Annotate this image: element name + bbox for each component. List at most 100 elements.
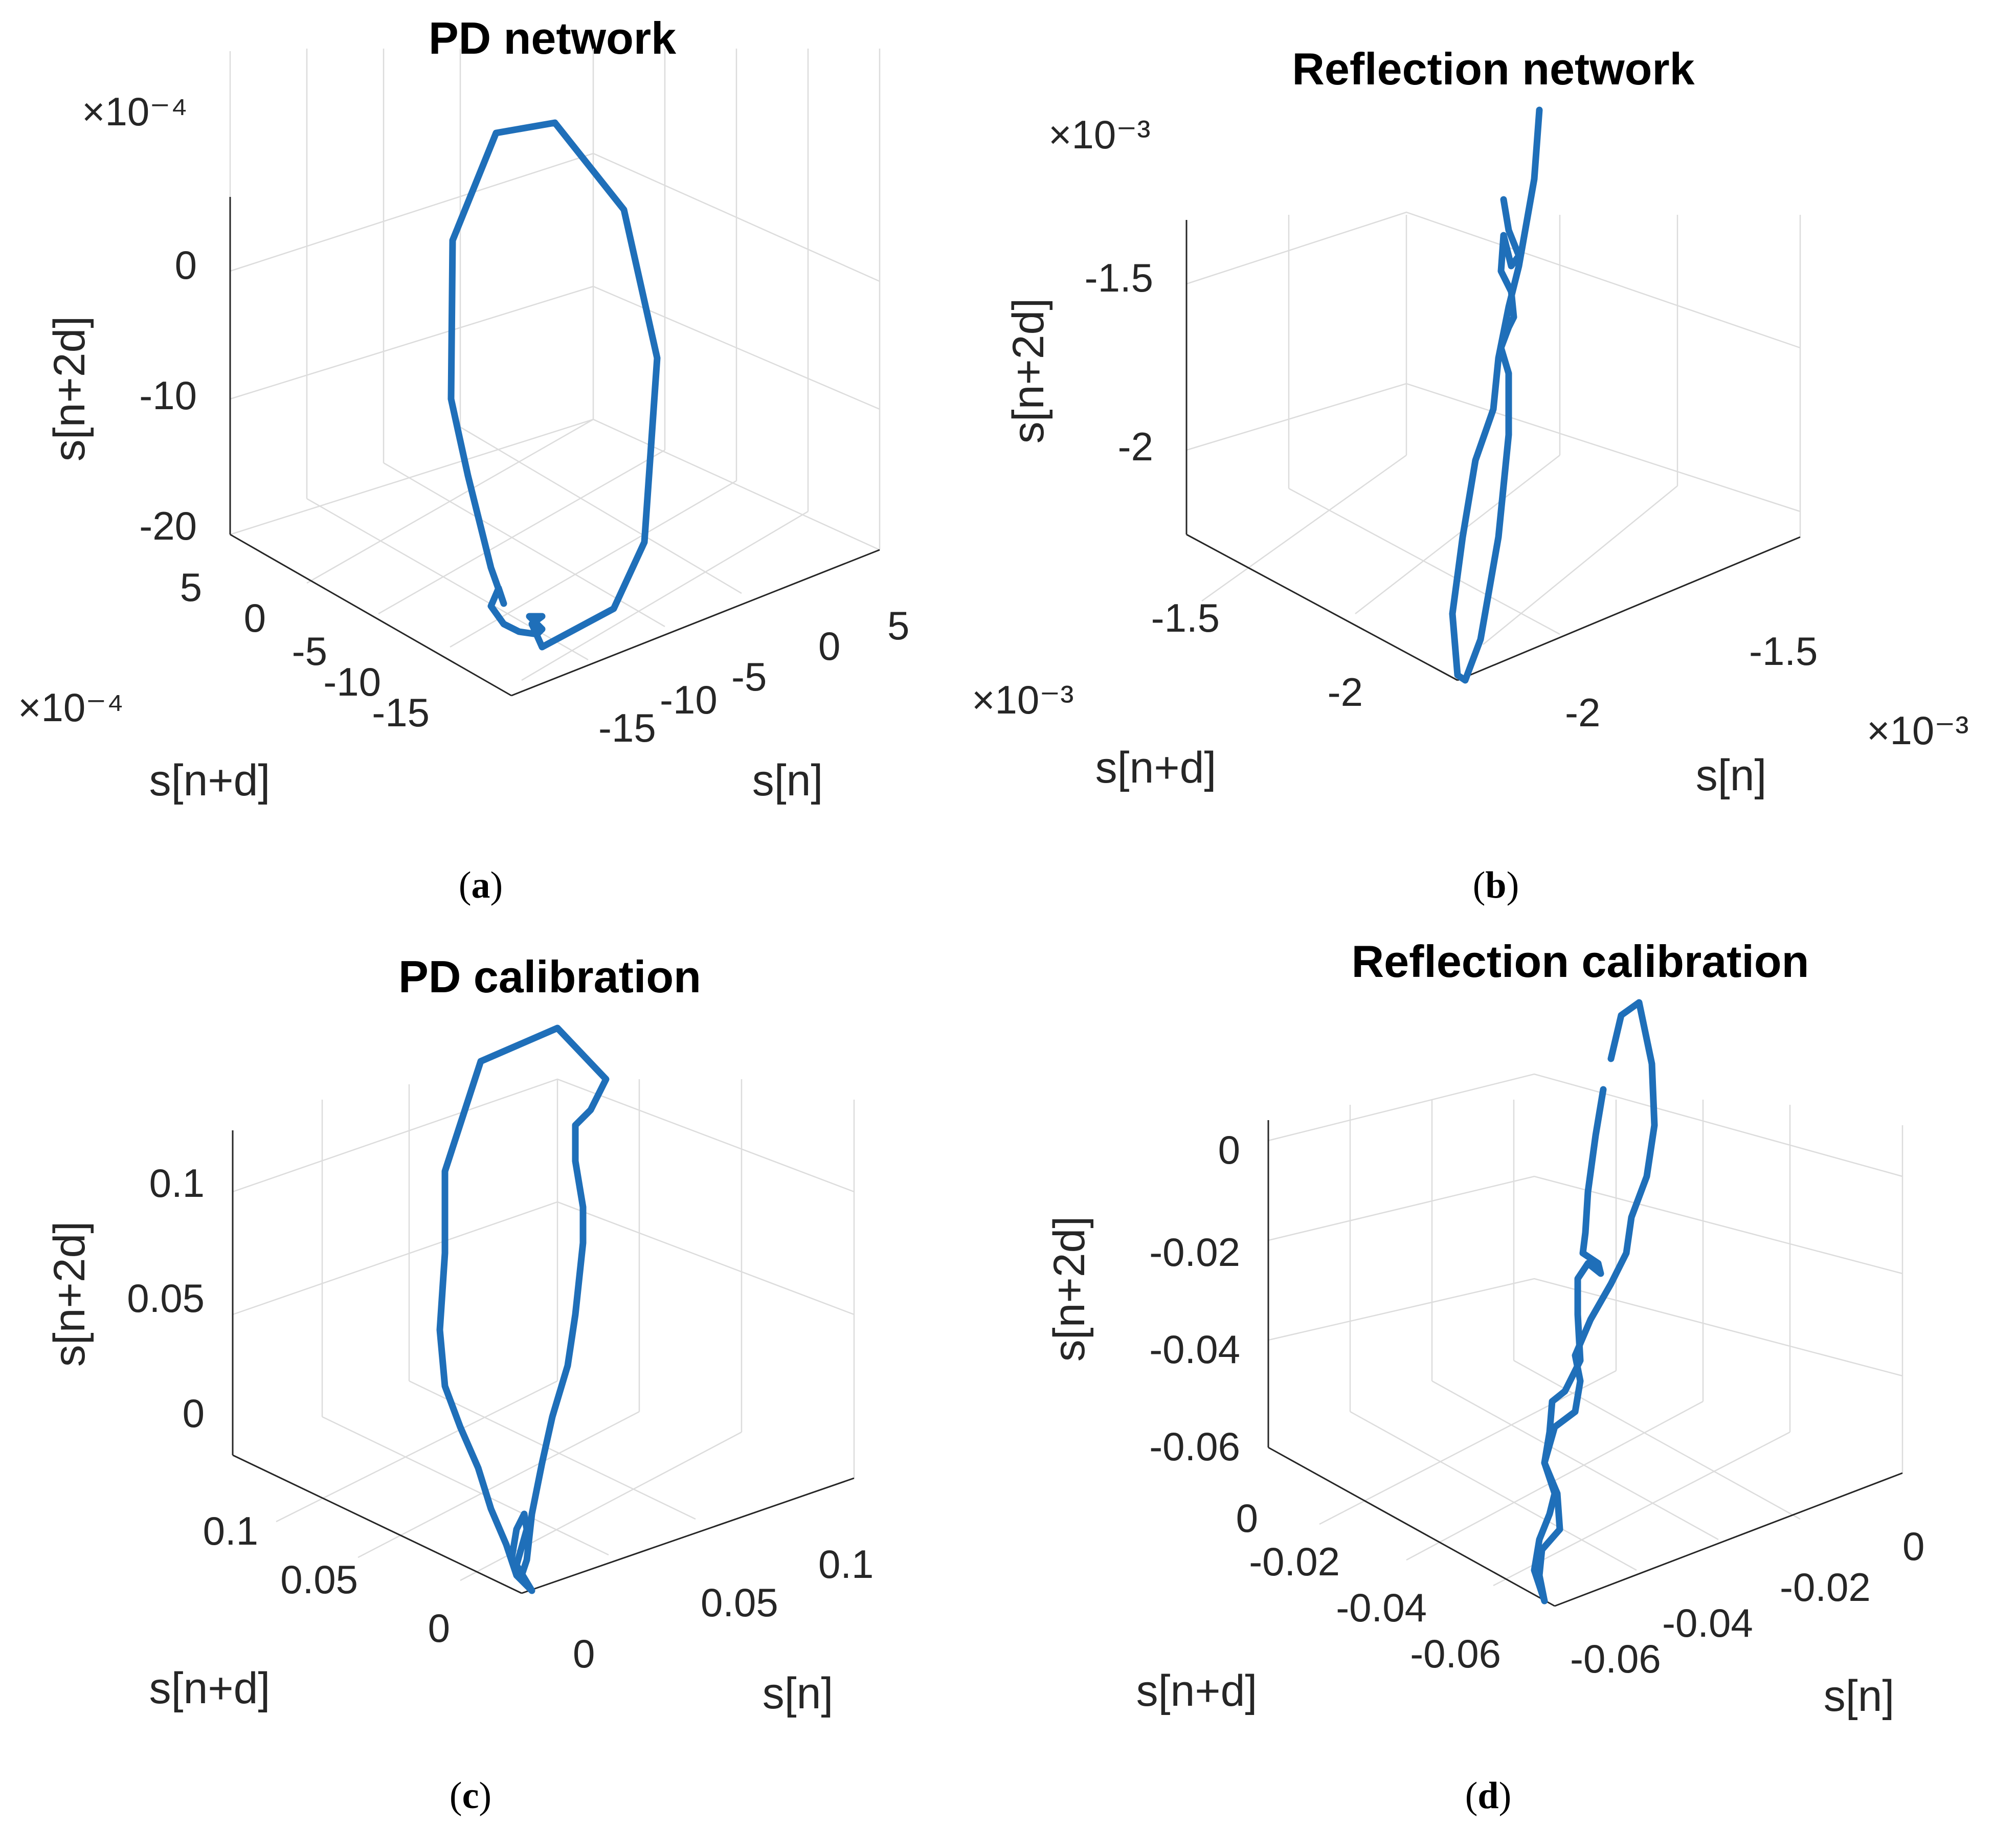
y-axis-line (230, 533, 512, 697)
caption-c: (c) (450, 1775, 491, 1817)
panel-c-pd-calibration: PD calibration 0.1 0.05 0 0.1 0.05 0 0 0… (45, 951, 873, 1817)
z-axis-label: s[n+2d] (45, 316, 94, 462)
y-tick-label: -0.06 (1410, 1631, 1501, 1676)
x-tick-label: 0 (573, 1631, 595, 1676)
y-tick-label: 0.1 (203, 1508, 258, 1553)
y-axis-label: s[n+d] (149, 1664, 271, 1713)
z-exponent-label: ×10⁻³ (1048, 112, 1150, 157)
z-tick-label: -0.06 (1149, 1424, 1240, 1469)
chart-title: PD calibration (398, 951, 701, 1002)
z-tick-label: 0 (1218, 1127, 1240, 1172)
caption-a: (a) (459, 864, 503, 906)
trajectory-line (1536, 999, 1658, 1604)
x-axis-label: s[n] (752, 756, 823, 805)
y-ticks: -1.5 -2 (1151, 595, 1363, 715)
z-tick-label: -0.02 (1149, 1230, 1240, 1275)
z-tick-label: 0.1 (149, 1161, 205, 1206)
y-axis-line (232, 1454, 522, 1594)
x-tick-label: 0 (818, 623, 840, 668)
x-tick-label: -10 (660, 677, 718, 722)
y-axis-label: s[n+d] (1136, 1666, 1258, 1715)
x-axis-line (1457, 536, 1801, 681)
y-tick-label: -5 (292, 629, 327, 674)
z-tick-label: -0.04 (1149, 1327, 1240, 1372)
z-ticks: 0 -10 -20 (139, 242, 197, 548)
y-axis-line (1268, 1446, 1555, 1607)
z-exponent-label: ×10⁻⁴ (82, 89, 188, 134)
z-axis-label: s[n+2d] (45, 1221, 94, 1367)
y-tick-label: -0.04 (1336, 1585, 1427, 1630)
x-tick-label: -2 (1565, 690, 1600, 735)
x-tick-label: 0.05 (701, 1580, 778, 1625)
trajectory-line (1531, 1086, 1607, 1604)
x-tick-label: 0.1 (818, 1542, 873, 1587)
x-tick-label: -0.04 (1662, 1600, 1753, 1645)
caption-letter: b (1485, 864, 1506, 906)
x-tick-label: -0.02 (1780, 1565, 1871, 1610)
z-ticks: -1.5 -2 (1085, 255, 1153, 469)
x-ticks: -15 -10 -5 0 5 (598, 603, 909, 750)
x-tick-label: -1.5 (1749, 629, 1818, 674)
axes (1267, 1120, 1903, 1607)
caption-letter: a (472, 864, 490, 906)
z-axis-label: s[n+2d] (1045, 1216, 1094, 1362)
x-axis-label: s[n] (1824, 1671, 1895, 1721)
y-ticks: 5 0 -5 -10 -15 (180, 565, 430, 735)
z-tick-label: -20 (139, 503, 197, 548)
z-tick-label: 0 (175, 242, 197, 287)
z-axis-label: s[n+2d] (1004, 298, 1053, 444)
grid (1185, 211, 1801, 681)
y-axis-label: s[n+d] (149, 756, 271, 805)
caption-letter: c (462, 1775, 479, 1817)
axes (1185, 220, 1801, 681)
grid (229, 49, 881, 697)
y-ticks: 0.1 0.05 0 (203, 1508, 450, 1651)
x-axis-line (511, 549, 880, 697)
y-axis-label: s[n+d] (1095, 743, 1217, 792)
y-tick-label: -1.5 (1151, 595, 1220, 640)
grid (1267, 1073, 1903, 1607)
x-axis-label: s[n] (1696, 751, 1767, 800)
x-tick-label: -15 (598, 705, 656, 750)
x-tick-label: 0 (1902, 1524, 1924, 1569)
y-tick-label: 0.05 (280, 1557, 358, 1602)
z-ticks: 0 -0.02 -0.04 -0.06 (1149, 1127, 1240, 1469)
y-tick-label: 0 (428, 1606, 450, 1651)
y-tick-label: 5 (180, 565, 202, 610)
panel-a-pd-network: PD network 0 -10 -20 5 0 -5 -10 -15 (18, 13, 909, 906)
z-tick-label: -10 (139, 373, 197, 418)
axes (232, 1130, 855, 1594)
trajectory-line (436, 1024, 610, 1594)
trajectory-line (1449, 106, 1543, 684)
x-tick-label: -5 (731, 654, 767, 699)
x-ticks: -2 -1.5 (1565, 629, 1818, 735)
z-tick-label: 0.05 (127, 1276, 205, 1321)
chart-title: PD network (429, 13, 677, 63)
x-tick-label: 5 (887, 603, 909, 648)
x-axis-label: s[n] (763, 1669, 834, 1718)
x-tick-label: -0.06 (1570, 1636, 1661, 1681)
caption-b: (b) (1473, 864, 1519, 906)
x-exponent-label: ×10⁻³ (1867, 708, 1968, 753)
x-axis-line (521, 1477, 855, 1594)
z-tick-label: 0 (183, 1391, 205, 1436)
panel-d-reflection-calibration: Reflection calibration 0 -0.02 -0.04 -0.… (1045, 936, 1924, 1817)
y-tick-label: -2 (1328, 670, 1363, 715)
caption-letter: d (1477, 1775, 1498, 1817)
trajectory-line (447, 119, 661, 651)
y-exponent-label: ×10⁻³ (972, 677, 1073, 722)
y-ticks: 0 -0.02 -0.04 -0.06 (1236, 1496, 1501, 1676)
y-axis-line (1186, 533, 1458, 681)
grid (232, 1078, 855, 1594)
chart-title: Reflection network (1292, 43, 1695, 94)
x-ticks: 0 0.05 0.1 (573, 1542, 873, 1676)
caption-d: (d) (1465, 1775, 1511, 1817)
x-ticks: -0.06 -0.04 -0.02 0 (1570, 1524, 1924, 1681)
x-axis-line (1554, 1472, 1903, 1607)
y-tick-label: -10 (323, 659, 381, 704)
panel-b-reflection-network: Reflection network -1.5 -2 -1.5 -2 -2 -1… (972, 43, 1968, 906)
y-exponent-label: ×10⁻⁴ (18, 685, 124, 730)
chart-title: Reflection calibration (1352, 936, 1809, 987)
y-tick-label: -0.02 (1249, 1539, 1340, 1584)
